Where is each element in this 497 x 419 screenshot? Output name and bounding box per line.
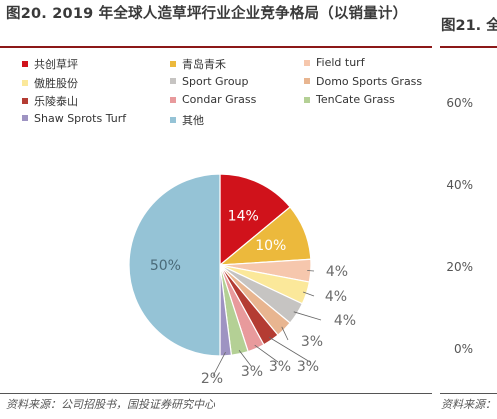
right-tick-0: 0% [453, 342, 473, 356]
legend-item: 傲胜股份 [22, 75, 78, 91]
right-source-rule [440, 393, 497, 394]
right-source-note: 资料来源： [441, 398, 496, 411]
legend-item: TenCate Grass [304, 93, 395, 106]
right-tick-60: 60% [446, 96, 473, 110]
pie-slice-label: 4% [334, 313, 356, 329]
legend-label: 共创草坪 [34, 58, 78, 71]
pie-slice [219, 173, 291, 267]
legend-swatch [304, 59, 310, 66]
leader-line [212, 352, 226, 377]
pie-slice-label: 3% [241, 364, 263, 380]
legend-swatch [170, 96, 176, 103]
legend-swatch [170, 61, 176, 67]
legend-label: TenCate Grass [316, 93, 395, 106]
leader-line [302, 291, 315, 297]
leader-line [307, 270, 315, 272]
legend-item: Field turf [304, 56, 365, 69]
leader-line [281, 326, 289, 341]
legend-swatch [22, 115, 28, 121]
right-chart-fragment: 60% 40% 20% 0% [440, 90, 497, 360]
pie-slice-label: 50% [150, 258, 181, 274]
pie-slice-label: 4% [325, 289, 347, 305]
right-tick-20: 20% [446, 260, 473, 274]
legend-label: 傲胜股份 [34, 76, 78, 90]
pie-chart: 14% 10% 4% 4% 4% 3% 3% 3% 3% 2% 50% [128, 173, 356, 387]
leader-line [293, 311, 322, 321]
pie-slice-label: 10% [255, 238, 286, 254]
legend-label: 乐陵泰山 [34, 95, 78, 108]
legend-label: Domo Sports Grass [316, 74, 423, 88]
legend-item: Domo Sports Grass [304, 75, 422, 88]
legend-swatch [170, 116, 176, 123]
right-tick-40: 40% [446, 178, 473, 192]
pie-slice-label: 2% [201, 371, 223, 387]
pie-slice-label: 14% [228, 209, 259, 225]
legend-item: Shaw Sprots Turf [22, 112, 126, 125]
pie-slice-label: 3% [297, 359, 319, 375]
source-note: 资料来源：公司招股书，国投证券研究中心 [6, 398, 215, 411]
right-figure-title: 图21. 全 [441, 18, 497, 34]
legend-item: 青岛青禾 [170, 56, 226, 72]
legend-swatch [22, 98, 28, 104]
title-rule [0, 46, 432, 48]
legend-item: 乐陵泰山 [22, 93, 78, 109]
legend-swatch [22, 61, 28, 67]
legend-swatch [170, 78, 176, 84]
figure-title: 图20. 2019 年全球人造草坪行业企业竞争格局（以销量计） [6, 6, 408, 22]
legend-label: 其他 [182, 113, 204, 127]
pie-slice-label: 4% [326, 264, 348, 280]
pie-slice-label: 3% [301, 334, 323, 350]
legend-item: Sport Group [170, 75, 249, 88]
right-title-rule [440, 46, 497, 48]
legend-label: 青岛青禾 [182, 58, 226, 71]
legend-item: Condar Grass [170, 93, 256, 106]
source-rule [0, 393, 432, 394]
legend-label: Condar Grass [182, 93, 257, 106]
leader-line [238, 350, 252, 367]
legend-swatch [22, 79, 28, 86]
leader-line [268, 336, 311, 363]
legend-item: 共创草坪 [22, 56, 78, 72]
legend-label: Sport Group [182, 74, 249, 88]
legend-label: Shaw Sprots Turf [34, 111, 127, 125]
pie-slice [128, 173, 221, 357]
legend-label: Field turf [316, 56, 365, 69]
legend-item: 其他 [170, 112, 204, 128]
legend-swatch [304, 96, 310, 103]
pie-slice-label: 3% [269, 359, 291, 375]
leader-line [254, 344, 279, 363]
legend-swatch [304, 78, 310, 84]
